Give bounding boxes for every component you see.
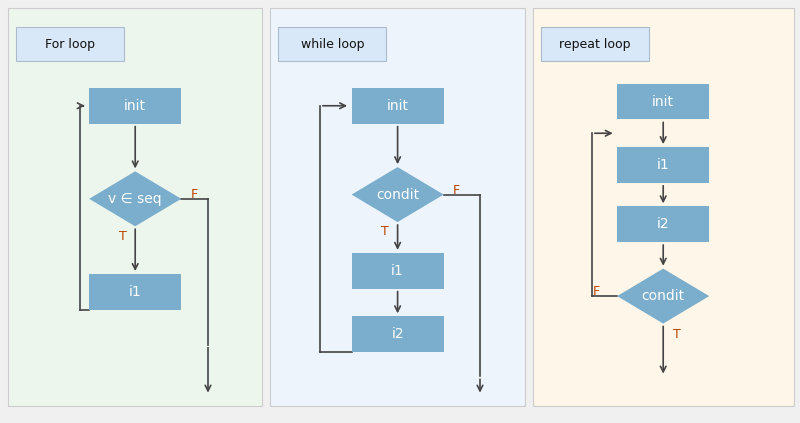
Text: T: T xyxy=(381,225,389,239)
Polygon shape xyxy=(90,171,182,226)
FancyBboxPatch shape xyxy=(618,147,709,183)
FancyBboxPatch shape xyxy=(8,8,262,406)
FancyBboxPatch shape xyxy=(618,84,709,119)
Text: i2: i2 xyxy=(391,327,404,341)
FancyBboxPatch shape xyxy=(90,274,182,310)
FancyBboxPatch shape xyxy=(352,253,443,289)
FancyBboxPatch shape xyxy=(352,88,443,124)
Polygon shape xyxy=(352,167,443,222)
Text: while loop: while loop xyxy=(301,38,364,51)
Text: F: F xyxy=(593,285,600,297)
FancyBboxPatch shape xyxy=(90,88,182,124)
Text: F: F xyxy=(191,188,198,201)
Text: init: init xyxy=(386,99,409,113)
Text: v ∈ seq: v ∈ seq xyxy=(108,192,162,206)
FancyBboxPatch shape xyxy=(16,27,124,61)
Text: condit: condit xyxy=(376,187,419,202)
FancyBboxPatch shape xyxy=(618,206,709,242)
Text: For loop: For loop xyxy=(45,38,95,51)
Text: T: T xyxy=(118,230,126,243)
Text: F: F xyxy=(453,184,460,197)
Text: i2: i2 xyxy=(657,217,670,231)
Text: i1: i1 xyxy=(657,158,670,172)
Text: repeat loop: repeat loop xyxy=(559,38,630,51)
FancyBboxPatch shape xyxy=(533,8,794,406)
FancyBboxPatch shape xyxy=(352,316,443,352)
Text: i1: i1 xyxy=(391,264,404,278)
Text: T: T xyxy=(673,328,681,341)
FancyBboxPatch shape xyxy=(278,27,386,61)
FancyBboxPatch shape xyxy=(541,27,649,61)
Polygon shape xyxy=(618,269,709,324)
Text: init: init xyxy=(124,99,146,113)
FancyBboxPatch shape xyxy=(270,8,525,406)
Text: condit: condit xyxy=(642,289,685,303)
Text: i1: i1 xyxy=(129,285,142,299)
Text: init: init xyxy=(652,94,674,109)
